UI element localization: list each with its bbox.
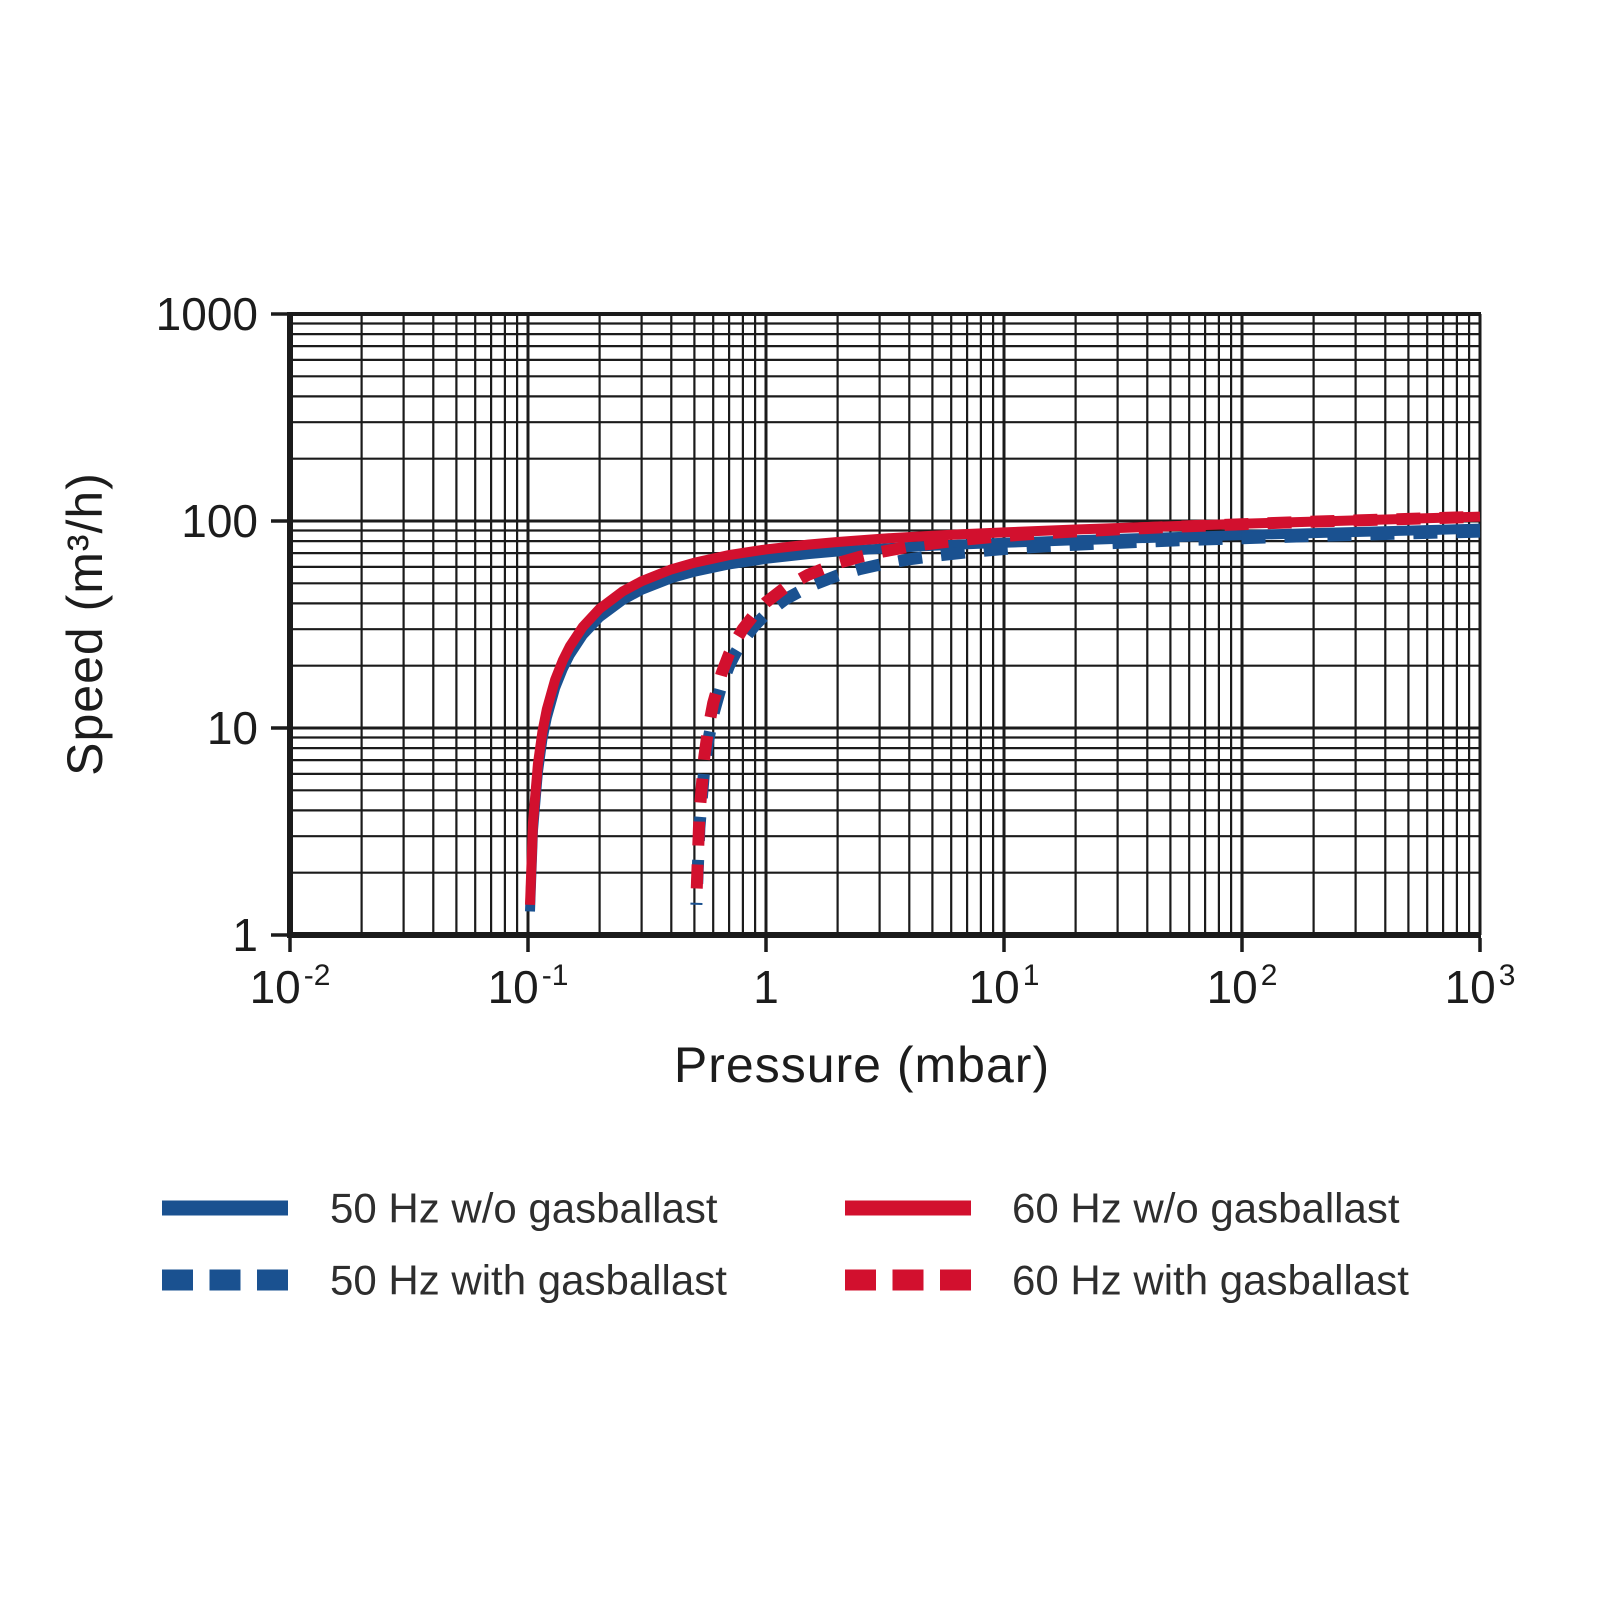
legend-label: 60 Hz w/o gasballast bbox=[1012, 1185, 1400, 1232]
y-axis-title: Speed (m³/h) bbox=[57, 472, 113, 776]
grid-minor-path bbox=[290, 314, 1480, 935]
chart-legend: 50 Hz w/o gasballast 50 Hz with gasballas… bbox=[162, 1185, 1409, 1304]
y-axis-tick-labels: 1 10 100 1000 bbox=[156, 288, 258, 961]
legend-label: 60 Hz with gasballast bbox=[1012, 1257, 1409, 1304]
x-tick-label: 10 -2 bbox=[250, 959, 331, 1013]
plot-frame bbox=[287, 312, 1482, 938]
grid-minor-lines bbox=[290, 314, 1480, 935]
x-tick-label: 10 3 bbox=[1445, 959, 1516, 1013]
y-tick-label: 100 bbox=[181, 495, 258, 547]
x-tick-label: 10 1 bbox=[969, 959, 1040, 1013]
y-tick-label: 1000 bbox=[156, 288, 258, 340]
x-axis-title: Pressure (mbar) bbox=[674, 1037, 1050, 1093]
y-tick-label: 10 bbox=[207, 702, 258, 754]
curve-60-hz-with-gasballast bbox=[690, 510, 1481, 899]
x-tick-label: 10 -1 bbox=[488, 959, 569, 1013]
x-tick-label: 1 bbox=[753, 961, 779, 1013]
x-tick-label: 10 2 bbox=[1207, 959, 1278, 1013]
data-curves bbox=[525, 510, 1481, 912]
x-axis-tick-labels: 10 -2 10 -1 1 10 1 10 2 10 3 bbox=[250, 959, 1516, 1013]
curve-50-hz-with-gasballast bbox=[690, 525, 1481, 906]
y-tick-label: 1 bbox=[232, 909, 258, 961]
grid-major-path bbox=[290, 314, 1480, 935]
legend-label: 50 Hz w/o gasballast bbox=[330, 1185, 718, 1232]
tick-marks-path bbox=[271, 312, 1482, 952]
legend-label: 50 Hz with gasballast bbox=[330, 1257, 727, 1304]
curve-60-hz-w-o-gasballast bbox=[525, 511, 1481, 905]
axis-tick-marks bbox=[271, 312, 1482, 952]
grid-major-lines bbox=[290, 314, 1480, 935]
